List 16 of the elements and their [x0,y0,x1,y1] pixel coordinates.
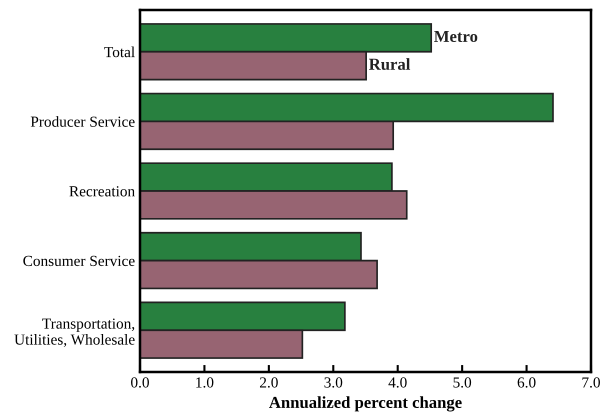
y-tick-label: Consumer Service [23,256,135,266]
y-tick-label: Producer Service [30,116,135,127]
x-tick-label: 5.0 [453,377,472,388]
series-label: Rural [369,58,410,70]
x-tick-label: 1.0 [196,377,214,388]
y-tick-label: Transportation, Utilities, Wholesale [14,318,135,347]
series-label: Metro [434,30,478,42]
x-tick-label: 0.0 [131,377,149,388]
x-tick-label: 6.0 [518,377,536,388]
x-tick-label: 3.0 [324,377,342,388]
x-tick-label: 2.0 [260,377,278,388]
x-tick-label: 7.0 [582,377,600,388]
y-tick-label: Recreation [69,186,135,196]
x-tick-label: 4.0 [388,377,407,388]
x-axis-title: Annualized percent change [269,396,462,412]
y-tick-label: Total [104,46,135,58]
